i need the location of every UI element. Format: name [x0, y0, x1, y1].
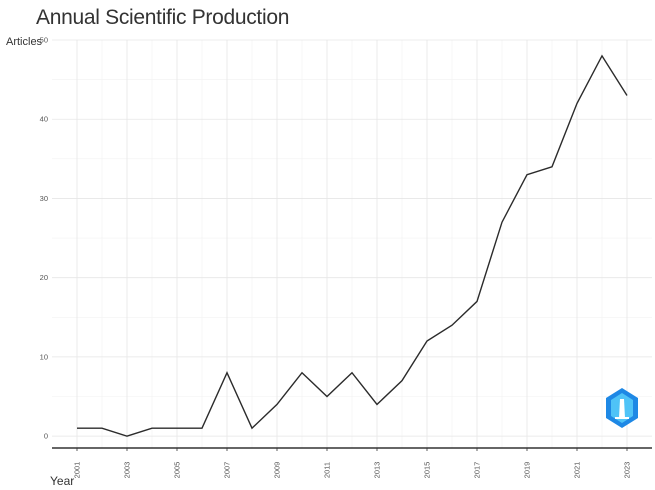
y-tick-label: 50	[40, 36, 48, 45]
y-tick-label: 20	[40, 273, 48, 282]
x-tick-label: 2021	[573, 462, 582, 479]
y-tick-label: 10	[40, 352, 48, 361]
series	[77, 54, 628, 437]
lighthouse-icon	[619, 399, 625, 418]
axes: 0 10 20 30 40 50 2001 2003 2005 2007 2009 2011 2013 2…	[40, 36, 652, 479]
x-tick-label: 2007	[223, 462, 232, 479]
y-tick-label: 40	[40, 115, 48, 124]
y-tick-label: 0	[44, 432, 48, 441]
x-tick-label: 2015	[423, 462, 432, 479]
x-tick-label: 2011	[323, 462, 332, 478]
x-tick-label: 2023	[623, 462, 632, 479]
y-axis-label: Articles	[6, 36, 43, 48]
x-tick-label: 2001	[73, 462, 82, 479]
series-line	[77, 54, 628, 437]
grid	[52, 39, 652, 448]
y-tick-label: 30	[40, 194, 48, 203]
watermark-logo	[606, 388, 638, 428]
chart-title: Annual Scientific Production	[36, 6, 290, 29]
x-tick-label: 2009	[273, 462, 282, 479]
x-tick-label: 2017	[473, 462, 482, 479]
x-tick-label: 2019	[523, 462, 532, 479]
x-tick-label: 2013	[373, 462, 382, 479]
x-axis-label: Year	[50, 474, 75, 488]
x-tick-label: 2005	[173, 462, 182, 479]
lighthouse-base-icon	[615, 417, 629, 419]
x-tick-label: 2003	[123, 462, 132, 479]
